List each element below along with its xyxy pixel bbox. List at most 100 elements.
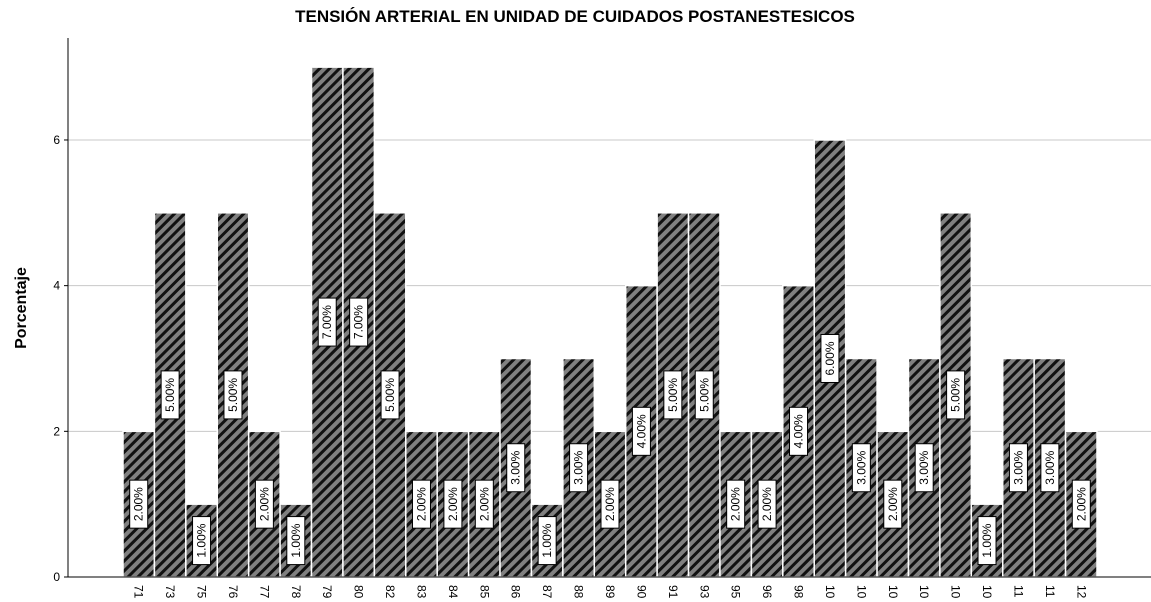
x-tick-label: 75 xyxy=(195,585,209,599)
value-label-box xyxy=(506,443,526,493)
x-tick-label: 78 xyxy=(289,585,303,599)
x-tick-label: 77 xyxy=(257,585,271,599)
x-tick-label: 10 xyxy=(886,585,900,599)
value-label-box xyxy=(946,370,966,420)
x-tick-label: 10 xyxy=(854,585,868,599)
value-label: 2.00% xyxy=(257,487,271,521)
value-label: 2.00% xyxy=(729,487,743,521)
value-label-box xyxy=(380,370,400,420)
value-label-box xyxy=(631,406,651,456)
value-label-box xyxy=(537,516,557,566)
value-label: 4.00% xyxy=(634,414,648,448)
value-label-box xyxy=(914,443,934,493)
value-label: 5.00% xyxy=(949,378,963,412)
value-label-box xyxy=(1071,479,1091,529)
value-label: 2.00% xyxy=(446,487,460,521)
x-tick-label: 87 xyxy=(540,585,554,599)
x-tick-label: 11 xyxy=(1011,585,1025,598)
value-label: 5.00% xyxy=(697,378,711,412)
y-tick-label: 6 xyxy=(53,133,60,147)
value-label: 3.00% xyxy=(1043,450,1057,484)
x-tick-label: 11 xyxy=(1043,585,1057,598)
x-tick-label: 98 xyxy=(792,585,806,599)
value-label: 2.00% xyxy=(1074,487,1088,521)
x-tick-label: 95 xyxy=(729,585,743,599)
value-label: 3.00% xyxy=(572,450,586,484)
value-label-box xyxy=(160,370,180,420)
value-label-box xyxy=(1008,443,1028,493)
value-label-box xyxy=(757,479,777,529)
value-label: 1.00% xyxy=(289,523,303,557)
y-axis-title: Porcentaje xyxy=(13,267,30,349)
value-label-box xyxy=(600,479,620,529)
chart-title: TENSIÓN ARTERIAL EN UNIDAD DE CUIDADOS P… xyxy=(295,7,855,26)
value-label: 6.00% xyxy=(823,341,837,375)
value-label: 5.00% xyxy=(163,378,177,412)
x-tick-label: 86 xyxy=(509,585,523,599)
value-label: 1.00% xyxy=(540,523,554,557)
x-tick-label: 88 xyxy=(572,585,586,599)
value-label: 7.00% xyxy=(352,305,366,339)
value-label: 1.00% xyxy=(980,523,994,557)
bar xyxy=(1064,430,1098,578)
value-label-box xyxy=(129,479,149,529)
x-tick-label: 10 xyxy=(917,585,931,599)
value-label-box xyxy=(474,479,494,529)
x-tick-label: 89 xyxy=(603,585,617,599)
value-label-box xyxy=(349,297,369,347)
y-tick-label: 4 xyxy=(53,279,60,293)
value-label: 2.00% xyxy=(603,487,617,521)
value-label-box xyxy=(286,516,306,566)
x-tick-label: 93 xyxy=(697,585,711,599)
value-label-box xyxy=(443,479,463,529)
value-label: 1.00% xyxy=(195,523,209,557)
x-tick-label: 90 xyxy=(634,585,648,599)
x-tick-label: 10 xyxy=(823,585,837,599)
value-label: 3.00% xyxy=(1011,450,1025,484)
value-label: 5.00% xyxy=(383,378,397,412)
value-label-box xyxy=(411,479,431,529)
value-label-box xyxy=(789,406,809,456)
x-tick-label: 83 xyxy=(414,585,428,599)
value-label-box xyxy=(663,370,683,420)
value-label: 4.00% xyxy=(792,414,806,448)
x-tick-label: 84 xyxy=(446,585,460,599)
value-label-box xyxy=(820,333,840,383)
x-tick-label: 91 xyxy=(666,585,680,599)
x-tick-label: 79 xyxy=(320,585,334,599)
value-label: 2.00% xyxy=(886,487,900,521)
value-label: 7.00% xyxy=(320,305,334,339)
value-label-box xyxy=(1040,443,1060,493)
value-label: 2.00% xyxy=(132,487,146,521)
value-label: 3.00% xyxy=(509,450,523,484)
value-label: 2.00% xyxy=(477,487,491,521)
value-label-box xyxy=(192,516,212,566)
x-tick-label: 96 xyxy=(760,585,774,599)
x-tick-label: 12 xyxy=(1074,585,1088,599)
value-label: 3.00% xyxy=(854,450,868,484)
value-label: 2.00% xyxy=(760,487,774,521)
value-label-box xyxy=(223,370,243,420)
value-label-box xyxy=(883,479,903,529)
x-tick-label: 71 xyxy=(132,585,146,599)
value-label-box xyxy=(569,443,589,493)
value-label: 3.00% xyxy=(917,450,931,484)
x-tick-label: 76 xyxy=(226,585,240,599)
value-label: 5.00% xyxy=(666,378,680,412)
x-tick-label: 82 xyxy=(383,585,397,599)
x-tick-label: 85 xyxy=(477,585,491,599)
x-tick-label: 73 xyxy=(163,585,177,599)
y-tick-label: 0 xyxy=(53,570,60,584)
x-tick-label: 10 xyxy=(949,585,963,599)
value-label-box xyxy=(851,443,871,493)
y-tick-label: 2 xyxy=(53,424,60,438)
x-tick-label: 10 xyxy=(980,585,994,599)
value-label-box xyxy=(726,479,746,529)
value-label-box xyxy=(694,370,714,420)
value-label-box xyxy=(977,516,997,566)
value-label-box xyxy=(317,297,337,347)
value-label: 2.00% xyxy=(414,487,428,521)
value-label: 5.00% xyxy=(226,378,240,412)
x-tick-label: 80 xyxy=(352,585,366,599)
